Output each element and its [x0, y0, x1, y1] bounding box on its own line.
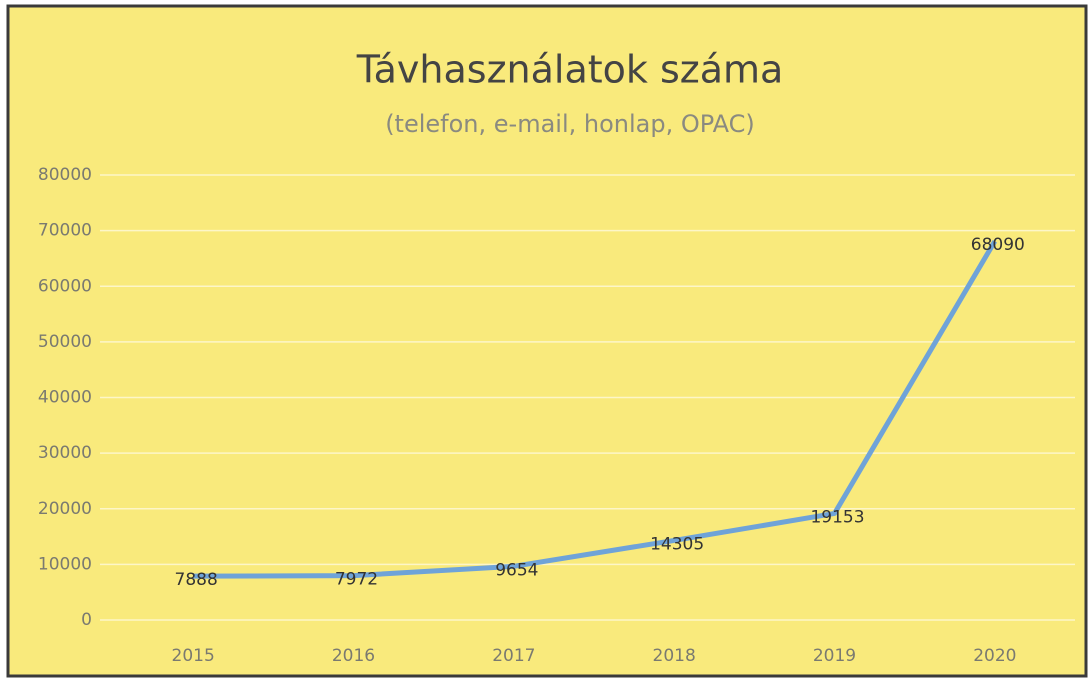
y-tick-label: 80000 — [38, 165, 92, 185]
x-tick-label: 2016 — [332, 646, 375, 666]
x-tick-label: 2017 — [492, 646, 535, 666]
x-tick-label: 2018 — [653, 646, 696, 666]
data-line — [193, 239, 997, 579]
data-label: 68090 — [971, 235, 1025, 255]
chart-subtitle: (telefon, e-mail, honlap, OPAC) — [385, 110, 755, 138]
chart-title: Távhasználatok száma — [356, 48, 784, 92]
y-tick-label: 10000 — [38, 554, 92, 574]
data-label: 19153 — [810, 507, 864, 527]
y-tick-label: 40000 — [38, 388, 92, 408]
y-tick-label: 60000 — [38, 276, 92, 296]
data-label: 14305 — [650, 534, 704, 554]
y-tick-label: 50000 — [38, 332, 92, 352]
data-label: 7888 — [175, 570, 218, 590]
x-tick-label: 2020 — [973, 646, 1016, 666]
x-tick-label: 2019 — [813, 646, 856, 666]
y-tick-label: 0 — [81, 610, 92, 630]
data-label: 9654 — [495, 560, 538, 580]
x-tick-label: 2015 — [172, 646, 215, 666]
data-label: 7972 — [335, 570, 378, 590]
chart-background — [6, 4, 1088, 678]
y-tick-label: 20000 — [38, 499, 92, 519]
y-tick-label: 30000 — [38, 443, 92, 463]
y-tick-label: 70000 — [38, 221, 92, 241]
